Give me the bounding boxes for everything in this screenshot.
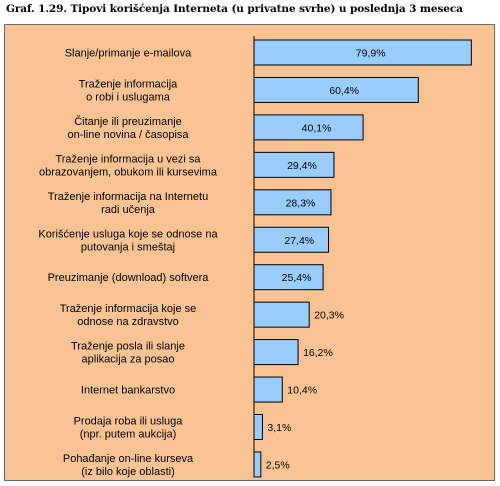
category-label-trazenje-informacija-o-robi-i-uslugama: Traženje informacija o robi i uslugama — [79, 78, 179, 103]
value-label-koriscenje-usluga-koje-se-odnose-na-puto: 27,4% — [284, 235, 314, 247]
bar-citanje-ili-preuzimanje-on-line-novina-c — [253, 114, 364, 141]
category-label-preuzimanje-download-softvera: Preuzimanje (download) softvera — [48, 272, 210, 284]
bar-internet-bankarstvo — [253, 376, 283, 403]
bar-trazenje-informacija-na-internetu-radi-u — [253, 189, 332, 216]
chart-title: Graf. 1.29. Tipovi korišćenja Interneta … — [6, 3, 463, 15]
bar-trazenje-posla-ili-slanje-aplikacija-za- — [253, 339, 299, 366]
value-label-trazenje-posla-ili-slanje-aplikacija-za-: 16,2% — [303, 347, 333, 359]
category-label-trazenje-informacija-na-internetu-radi-u: Traženje informacija na Internetu radi uč… — [48, 191, 208, 216]
category-label-trazenje-informacija-u-vezi-sa-obrazovan: Traženje informacija u vezi sa obrazovanj… — [39, 153, 218, 178]
category-label-slanje-primanje-e-mailova: Slanje/primanje e-mailova — [65, 48, 192, 60]
category-label-koriscenje-usluga-koje-se-odnose-na-puto: Korišćenje usluga koje se odnose na putov… — [38, 228, 218, 253]
bar-preuzimanje-download-softvera — [253, 264, 324, 291]
value-label-slanje-primanje-e-mailova: 79,9% — [356, 48, 386, 60]
bar-koriscenje-usluga-koje-se-odnose-na-puto — [253, 226, 330, 253]
bar-slanje-primanje-e-mailova — [253, 39, 472, 66]
category-label-trazenje-informacija-koje-se-odnose-na-z: Traženje informacija koje se odnose na zd… — [60, 303, 197, 328]
bar-trazenje-informacija-koje-se-odnose-na-z — [253, 301, 310, 328]
bar-poha-anje-on-line-kurseva-iz-bilo-koje-o — [253, 451, 262, 478]
bar-trazenje-informacija-u-vezi-sa-obrazovan — [253, 151, 335, 178]
bar-prodaja-roba-ili-usluga-npr-putem-aukcij — [253, 414, 263, 440]
value-label-internet-bankarstvo: 10,4% — [287, 385, 317, 397]
value-label-prodaja-roba-ili-usluga-npr-putem-aukcij: 3,1% — [267, 422, 291, 434]
value-label-poha-anje-on-line-kurseva-iz-bilo-koje-o: 2,5% — [266, 459, 290, 471]
category-label-poha-anje-on-line-kurseva-iz-bilo-koje-o: Pohađanje on-line kurseva (iz bilo koje o… — [63, 453, 194, 478]
value-label-trazenje-informacija-o-robi-i-uslugama: 60,4% — [329, 85, 359, 97]
category-label-citanje-ili-preuzimanje-on-line-novina-c: Čitanje ili preuzimanje on-line novina / … — [67, 115, 189, 141]
value-label-trazenje-informacija-na-internetu-radi-u: 28,3% — [286, 197, 316, 209]
value-label-trazenje-informacija-koje-se-odnose-na-z: 20,3% — [314, 310, 344, 322]
category-label-trazenje-posla-ili-slanje-aplikacija-za-: Traženje posla ili slanje aplikacija za p… — [71, 341, 185, 366]
value-label-citanje-ili-preuzimanje-on-line-novina-c: 40,1% — [302, 122, 332, 134]
category-label-internet-bankarstvo: Internet bankarstvo — [81, 385, 175, 397]
category-label-prodaja-roba-ili-usluga-npr-putem-aukcij: Prodaja roba ili usluga (npr. putem aukci… — [74, 416, 184, 441]
value-label-trazenje-informacija-u-vezi-sa-obrazovan: 29,4% — [287, 160, 317, 172]
value-label-preuzimanje-download-softvera: 25,4% — [282, 272, 312, 284]
